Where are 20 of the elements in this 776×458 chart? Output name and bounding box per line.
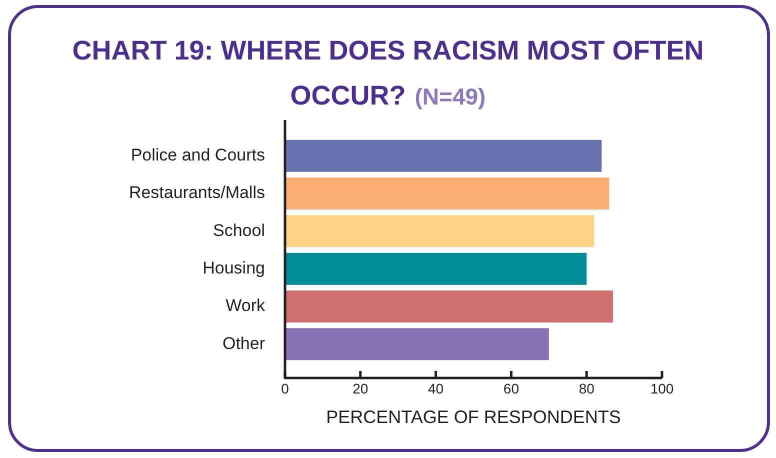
x-tick-label: 20 (352, 380, 368, 396)
x-axis-title: PERCENTAGE OF RESPONDENTS (326, 407, 621, 428)
y-tick-label: Restaurants/Malls (128, 183, 265, 202)
y-tick-label: Work (226, 296, 266, 316)
chart-title: CHART 19: WHERE DOES RACISM MOST OFTEN OCCUR? (N=49) (72, 35, 704, 110)
x-tick-label: 80 (578, 380, 595, 396)
bar (285, 215, 594, 248)
bar (285, 252, 587, 285)
bar (285, 177, 610, 210)
y-tick-label: Housing (202, 258, 265, 278)
y-tick-label: Other (222, 334, 266, 353)
x-tick-label: 100 (650, 380, 674, 396)
x-tick-label: 0 (281, 380, 290, 396)
y-tick-label: Police and Courts (130, 146, 265, 165)
x-tick-label: 40 (428, 380, 444, 396)
bar (285, 140, 602, 172)
x-tick-label: 60 (503, 380, 520, 396)
bar (285, 328, 549, 360)
bar (285, 290, 613, 323)
y-tick-label: School (213, 220, 265, 240)
